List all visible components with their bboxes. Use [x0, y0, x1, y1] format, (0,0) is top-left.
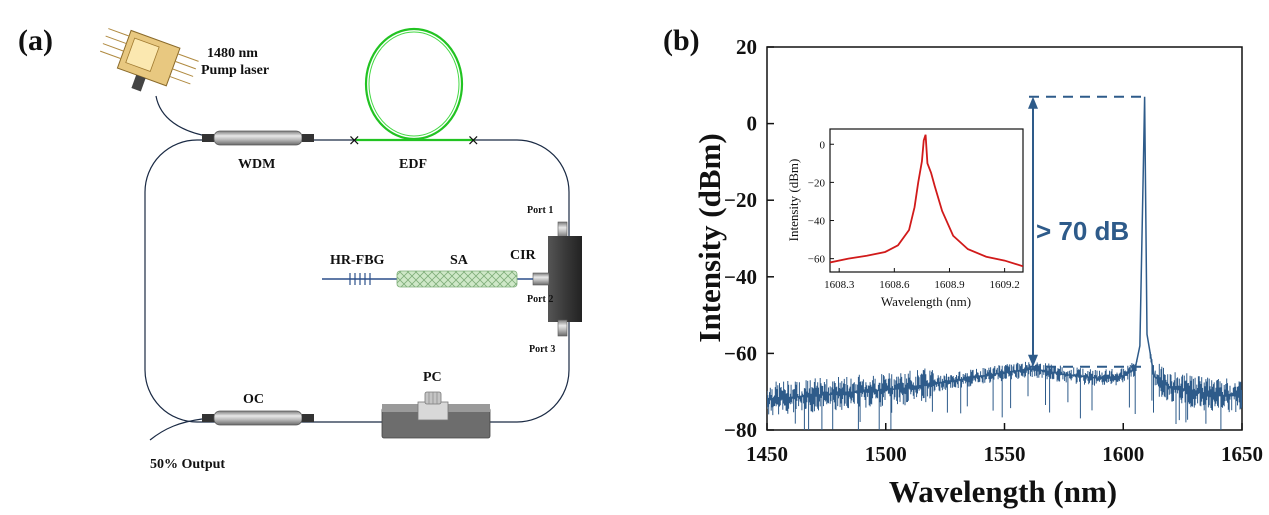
edf-coil: × ×: [348, 27, 480, 149]
wdm-label: WDM: [238, 157, 275, 172]
arrowhead-up: [1028, 96, 1038, 109]
output-label: 50% Output: [150, 457, 225, 472]
panel-b-label: (b): [663, 24, 700, 57]
spectrum-noise: [767, 352, 1242, 430]
inset-x-axis: 1608.3 1608.6 1608.9 1609.2: [824, 268, 1020, 291]
main-x-tick-label: 1450: [746, 442, 788, 466]
inset-x-title: Wavelength (nm): [881, 294, 971, 309]
pc-label: PC: [423, 370, 442, 385]
oc-coupler: [149, 410, 314, 441]
inset-y-title: Intensity (dBm): [786, 159, 801, 242]
annotation-label: > 70 dB: [1036, 216, 1129, 246]
edf-label: EDF: [399, 157, 427, 172]
panel-a: (a) 1480 nm Pump laser: [18, 24, 582, 472]
main-x-tick-label: 1650: [1221, 442, 1263, 466]
main-y-tick-label: 0: [747, 112, 758, 136]
snr-annotation: > 70 dB: [1028, 95, 1145, 368]
main-y-tick-label: −20: [724, 188, 757, 212]
inset-y-tick-label: −20: [808, 177, 826, 189]
port1-label: Port 1: [527, 205, 553, 216]
pump-label-2: Pump laser: [201, 63, 269, 78]
main-y-tick-label: −60: [724, 341, 757, 365]
pump-laser: [99, 28, 213, 138]
inset-trace: [830, 134, 1023, 268]
wdm-coupler: [202, 130, 314, 146]
polarization-controller: [381, 391, 491, 439]
main-y-tick-label: 20: [736, 35, 757, 59]
inset-y-tick-label: −60: [808, 254, 826, 266]
inset-x-tick-label: 1609.2: [989, 279, 1019, 291]
oc-label: OC: [243, 392, 264, 407]
main-x-tick-label: 1500: [865, 442, 907, 466]
main-x-tick-label: 1550: [984, 442, 1026, 466]
splice-mark-right: ×: [467, 131, 480, 149]
cir-label: CIR: [510, 248, 537, 263]
inset-x-tick-label: 1608.9: [934, 279, 965, 291]
inset-y-tick-label: −40: [808, 216, 826, 228]
main-y-axis: −80 −60 −40 −20 0 20: [724, 35, 774, 442]
splice-mark-left: ×: [348, 131, 361, 149]
inset-y-tick-label: 0: [820, 139, 826, 151]
port2-label: Port 2: [527, 294, 553, 305]
port3-label: Port 3: [529, 344, 555, 355]
arrowhead-down: [1028, 354, 1038, 367]
panel-b: (b) 1450 1500 1550 1600 1650 −80 −60 −40 −20 0 20…: [663, 24, 1263, 509]
main-y-title: Intensity (dBm): [692, 133, 727, 342]
inset-x-tick-label: 1608.6: [879, 279, 910, 291]
main-x-tick-label: 1600: [1102, 442, 1144, 466]
main-x-title: Wavelength (nm): [889, 474, 1117, 509]
sa-label: SA: [450, 253, 469, 268]
panel-a-label: (a): [18, 24, 53, 57]
main-x-axis: 1450 1500 1550 1600 1650: [746, 423, 1263, 466]
hr-fbg-label: HR-FBG: [330, 253, 385, 268]
main-y-tick-label: −40: [724, 265, 757, 289]
pump-label-1: 1480 nm: [207, 46, 258, 61]
main-y-tick-label: −80: [724, 418, 757, 442]
inset-y-axis: 0 −20 −40 −60: [808, 139, 834, 266]
noise-texture: [767, 352, 1242, 430]
circulator: [532, 221, 582, 337]
inset-x-tick-label: 1608.3: [824, 279, 855, 291]
saturable-absorber: [396, 270, 518, 288]
